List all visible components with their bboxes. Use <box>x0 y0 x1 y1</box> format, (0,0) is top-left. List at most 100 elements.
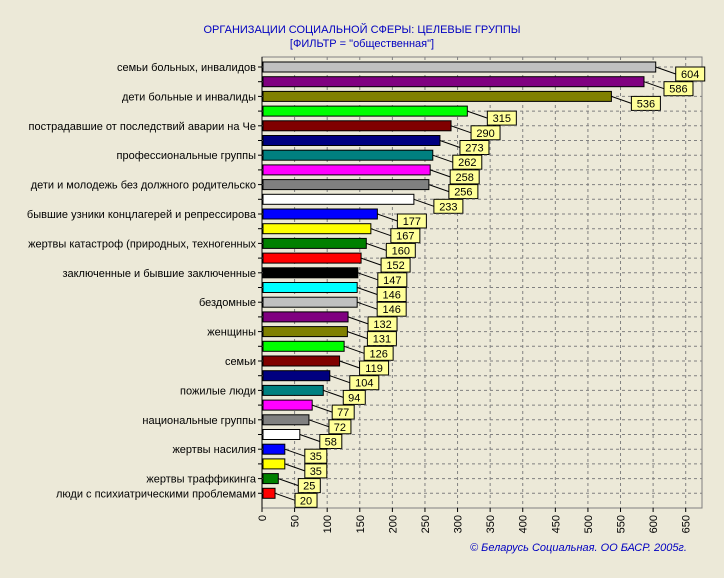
value-label: 25 <box>303 481 315 493</box>
value-label-box <box>331 404 355 420</box>
value-label-box <box>396 213 427 229</box>
bar <box>262 340 345 352</box>
value-label: 586 <box>669 84 687 96</box>
x-tick-label: 550 <box>616 515 628 533</box>
label-connector <box>439 140 461 148</box>
x-tick-label: 50 <box>290 515 302 527</box>
label-connector <box>432 154 453 163</box>
bar <box>262 487 276 499</box>
value-label: 132 <box>373 319 391 331</box>
x-tick-label: 500 <box>583 515 595 533</box>
bar <box>262 149 434 161</box>
label-connector <box>323 389 344 398</box>
bar <box>262 105 468 117</box>
value-label: 146 <box>382 304 400 316</box>
value-label-box <box>294 492 318 508</box>
bar <box>262 414 310 426</box>
value-label-box <box>380 257 411 273</box>
value-label: 160 <box>392 245 410 257</box>
label-connector <box>347 316 369 325</box>
chart-subtitle: [ФИЛЬТР = "общественная"] <box>289 38 435 50</box>
label-connector <box>430 169 451 178</box>
label-connector <box>611 95 632 104</box>
category-label: бездомные <box>199 297 256 309</box>
label-connector <box>643 81 665 90</box>
label-connector <box>357 287 378 295</box>
copyright-footer: © Беларусь Социальная. ОО БАСР. 2005г. <box>470 542 687 554</box>
x-tick-label: 450 <box>550 515 562 533</box>
x-tick-label: 600 <box>648 515 660 533</box>
value-label-box <box>297 478 321 494</box>
label-connector <box>357 272 378 281</box>
label-connector <box>357 301 378 310</box>
x-tick-label: 650 <box>681 515 693 533</box>
value-label: 233 <box>439 201 457 213</box>
value-label-box <box>390 228 421 244</box>
label-connector <box>428 184 450 193</box>
label-connector <box>413 198 435 207</box>
bar <box>262 193 415 205</box>
label-connector <box>377 213 398 222</box>
value-label: 152 <box>386 260 404 272</box>
chart-title: ОРГАНИЗАЦИИ СОЦИАЛЬНОЙ СФЕРЫ: ЦЕЛЕВЫЕ ГР… <box>203 24 521 36</box>
label-connector <box>370 228 392 237</box>
value-label: 77 <box>337 407 349 419</box>
value-label-box <box>377 272 408 288</box>
value-label: 35 <box>310 466 322 478</box>
value-label-box <box>376 301 407 317</box>
x-tick-label: 350 <box>485 515 497 533</box>
label-connector <box>655 66 676 75</box>
value-label-box <box>448 184 479 200</box>
bar <box>262 458 286 470</box>
value-label: 104 <box>355 378 373 390</box>
label-connector <box>312 404 333 413</box>
value-label: 177 <box>403 216 421 228</box>
value-label-box <box>366 331 397 347</box>
category-label: профессиональные группы <box>117 150 257 162</box>
value-label: 604 <box>681 69 699 81</box>
value-label: 262 <box>458 157 476 169</box>
category-label: люди с психиатрическими проблемами <box>56 488 256 500</box>
x-tick-label: 300 <box>453 515 465 533</box>
value-label-box <box>459 140 490 155</box>
bar <box>262 267 359 279</box>
value-label-box <box>319 434 343 449</box>
bar <box>262 355 341 367</box>
bar <box>262 311 349 323</box>
label-connector <box>366 242 387 251</box>
x-tick-label: 250 <box>420 515 432 533</box>
category-label: бывшие узники концлагерей и репрессирова <box>27 209 257 221</box>
value-label: 146 <box>382 290 400 302</box>
value-label: 94 <box>348 392 360 404</box>
label-connector <box>284 463 305 472</box>
value-label-box <box>359 360 390 376</box>
value-label-box <box>385 242 416 258</box>
bar <box>262 326 348 338</box>
label-connector <box>274 492 296 501</box>
value-label-box <box>486 110 517 126</box>
value-label-box <box>675 66 706 82</box>
value-label-box <box>376 287 407 302</box>
value-label: 273 <box>465 143 483 155</box>
category-label: дети и молодежь без должного родительско <box>31 180 256 192</box>
bar <box>262 90 612 102</box>
bar <box>262 61 657 73</box>
value-label-box <box>433 198 464 214</box>
bar <box>262 429 301 440</box>
bar <box>262 179 430 191</box>
value-label-box <box>304 448 328 464</box>
value-label: 315 <box>493 113 511 125</box>
value-label-box <box>342 389 366 405</box>
value-label-box <box>349 375 380 391</box>
label-connector <box>467 110 488 119</box>
x-tick-label: 0 <box>257 515 269 521</box>
bar <box>262 399 313 411</box>
category-label: женщины <box>207 327 256 339</box>
value-label: 35 <box>310 451 322 463</box>
value-label: 20 <box>300 495 312 507</box>
category-label: жертвы катастроф (природных, техногенных <box>28 238 256 250</box>
category-label: семьи больных, инвалидов <box>117 62 256 74</box>
value-label: 72 <box>334 422 346 434</box>
value-label: 258 <box>455 172 473 184</box>
